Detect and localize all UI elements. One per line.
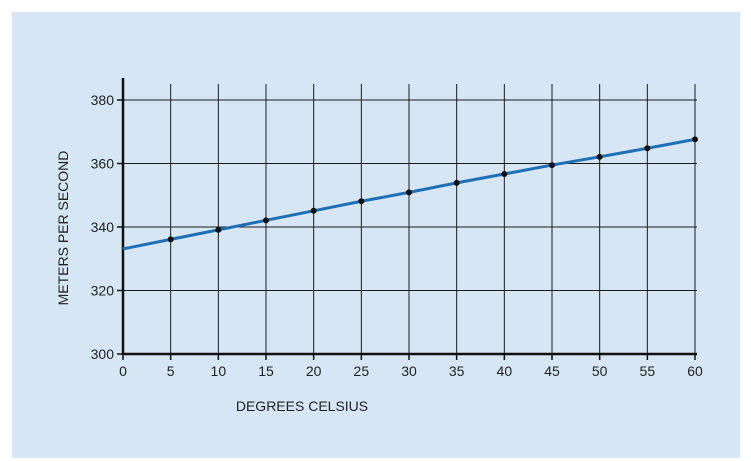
y-axis-title: METERS PER SECOND (55, 151, 71, 306)
data-point (692, 136, 698, 143)
x-tick-label: 30 (401, 363, 417, 379)
data-point (549, 162, 555, 169)
x-tick-label: 10 (211, 363, 227, 379)
data-point (310, 207, 317, 214)
x-tick-labels: 0 5 10 15 20 25 30 35 40 45 50 55 60 (119, 363, 703, 379)
y-tick-label: 380 (91, 92, 115, 108)
grid (123, 84, 697, 354)
axes (117, 78, 697, 360)
data-point (644, 145, 651, 152)
x-tick-label: 50 (592, 363, 608, 379)
data-point (406, 189, 412, 196)
y-tick-label: 340 (91, 219, 115, 235)
data-point (596, 153, 603, 160)
line-chart: 0 5 10 15 20 25 30 35 40 45 50 55 60 300 320 340 360 380… (55, 78, 703, 414)
x-tick-label: 35 (449, 363, 465, 379)
data-point (501, 170, 508, 177)
x-tick-label: 0 (119, 363, 127, 379)
y-tick-label: 300 (91, 346, 115, 362)
data-point (453, 179, 460, 186)
x-tick-label: 25 (354, 363, 370, 379)
x-tick-label: 20 (306, 363, 322, 379)
data-point (358, 198, 365, 205)
series (122, 136, 698, 251)
data-point (167, 236, 174, 243)
data-point (263, 217, 269, 224)
x-tick-label: 60 (687, 363, 703, 379)
x-tick-label: 40 (497, 363, 513, 379)
y-tick-label: 360 (91, 156, 115, 172)
x-tick-label: 45 (544, 363, 560, 379)
x-tick-label: 55 (640, 363, 656, 379)
y-tick-labels: 300 320 340 360 380 (91, 92, 115, 362)
x-axis-title: DEGREES CELSIUS (236, 398, 368, 414)
y-tick-label: 320 (91, 283, 115, 299)
chart-panel: 0 5 10 15 20 25 30 35 40 45 50 55 60 300 320 340 360 380… (12, 12, 740, 458)
x-tick-label: 15 (258, 363, 274, 379)
x-tick-label: 5 (167, 363, 175, 379)
data-point (215, 226, 222, 233)
